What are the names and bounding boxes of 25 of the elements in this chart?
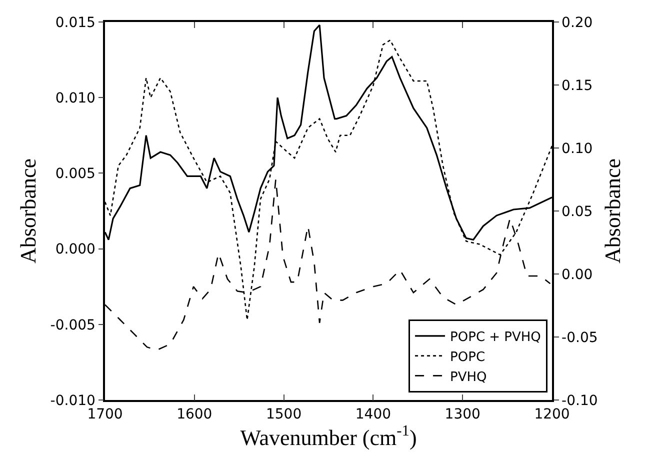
x-axis-title: Wavenumber (cm$^{-1}$) [240, 422, 417, 450]
y-tick-label: 0.015 [55, 14, 96, 31]
x-tick-label: 1500 [266, 406, 302, 423]
legend-label: POPC + PVHQ [450, 330, 541, 345]
y-tick-label: -0.010 [50, 392, 96, 409]
y2-tick-label: 0.10 [562, 140, 593, 157]
y-tick-label: 0.005 [55, 166, 96, 182]
y2-tick-label: 0.15 [562, 78, 593, 94]
y2-tick-label: 0.00 [562, 266, 593, 283]
legend-label: PVHQ [450, 370, 487, 385]
x-tick-label: 1600 [176, 406, 212, 423]
y2-tick-label: -0.10 [562, 392, 598, 409]
y-tick-label: 0.000 [55, 242, 96, 258]
x-tick-label: 1200 [534, 406, 570, 423]
y2-tick-label: 0.20 [562, 14, 593, 31]
y2-axis-title: Absorbance [600, 158, 626, 264]
y2-tick-label: -0.05 [562, 330, 598, 346]
y-axis-title: Absorbance [16, 158, 41, 264]
x-tick-label: 1400 [355, 406, 392, 423]
x-tick-label: 1300 [444, 406, 480, 423]
y2-tick-label: 0.05 [562, 204, 593, 220]
y-tick-label: -0.005 [50, 317, 96, 334]
y-tick-label: 0.010 [55, 90, 96, 106]
legend-label: POPC [450, 350, 486, 365]
x-tick-label: 1700 [87, 406, 123, 423]
